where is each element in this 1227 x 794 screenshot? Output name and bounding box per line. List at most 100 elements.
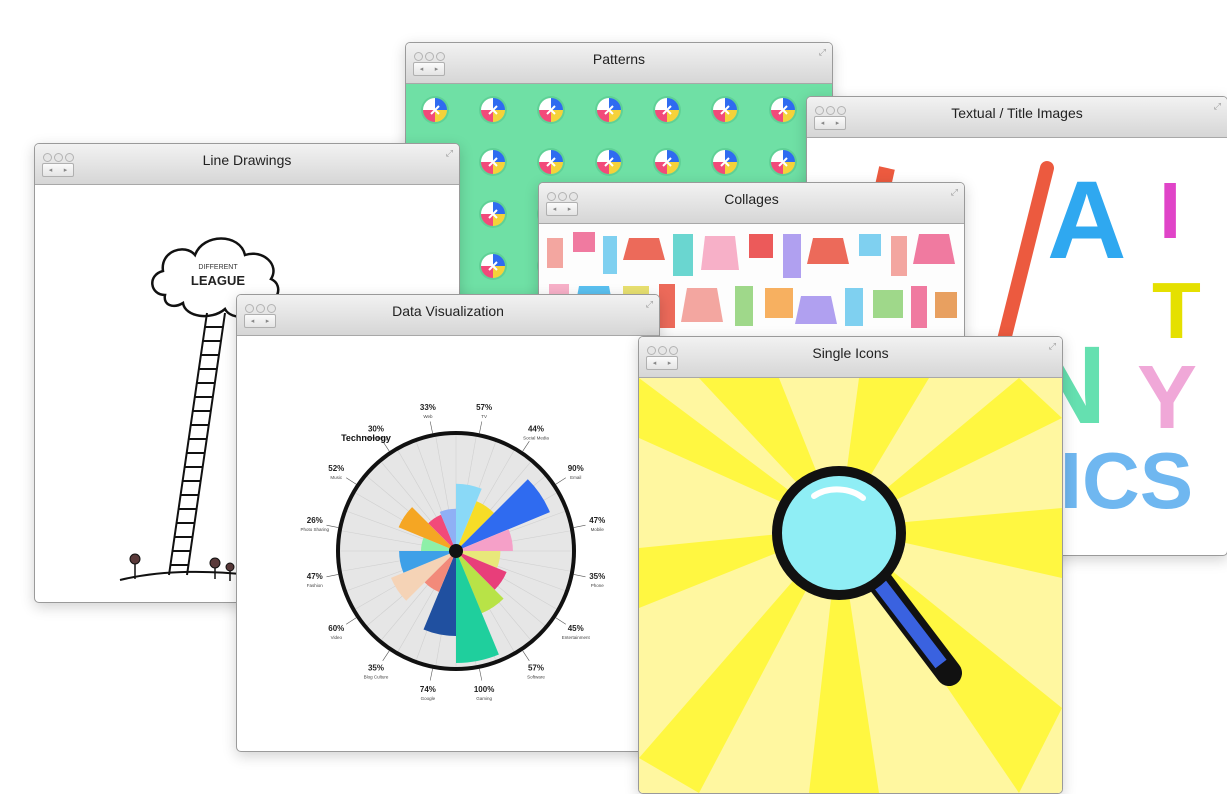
category-label: Advertising — [365, 435, 388, 440]
radial-chart: 57% TV 44% Social Media 90% Email 47% Mobile 35%… — [301, 403, 606, 701]
tick-mark — [479, 668, 483, 681]
minimize-button[interactable] — [425, 52, 434, 61]
back-arrow-icon[interactable]: ◂ — [652, 360, 657, 367]
single-icons-window[interactable]: ◂ ▸ Single Icons ⤢ — [638, 336, 1063, 794]
chart-bar-12 — [399, 551, 456, 573]
percent-label: 47% — [589, 516, 605, 525]
tick-mark — [429, 668, 433, 681]
resize-icon[interactable]: ⤢ — [645, 299, 653, 309]
percent-label: 57% — [528, 664, 544, 673]
close-button[interactable] — [647, 346, 656, 355]
category-label: Web — [423, 414, 433, 419]
percent-label: 26% — [307, 516, 323, 525]
close-button[interactable] — [815, 106, 824, 115]
category-label: Social Media — [523, 435, 549, 440]
zoom-button[interactable] — [436, 52, 445, 61]
category-label: Google — [421, 696, 436, 701]
forward-arrow-icon[interactable]: ▸ — [434, 66, 439, 73]
nav-buttons[interactable]: ◂ ▸ — [244, 314, 276, 328]
forward-arrow-icon[interactable]: ▸ — [567, 206, 572, 213]
percent-label: 52% — [328, 464, 344, 473]
chart-bar-9 — [423, 551, 456, 636]
cloud-small-text: DIFFERENT — [198, 264, 238, 271]
window-controls[interactable] — [547, 188, 580, 206]
window-titlebar[interactable]: ◂ ▸ Line Drawings ⤢ — [35, 144, 459, 185]
minimize-button[interactable] — [658, 346, 667, 355]
resize-icon[interactable]: ⤢ — [1213, 101, 1221, 111]
resize-icon[interactable]: ⤢ — [818, 47, 826, 57]
resize-icon[interactable]: ⤢ — [950, 187, 958, 197]
resize-icon[interactable]: ⤢ — [445, 148, 453, 158]
data-visualization-window[interactable]: ◂ ▸ Data Visualization ⤢ 57% TV 44% Social M… — [236, 294, 660, 752]
close-button[interactable] — [547, 192, 556, 201]
chart-bar-14 — [398, 507, 456, 551]
tick-mark — [326, 524, 339, 528]
tick-mark — [573, 524, 586, 528]
window-titlebar[interactable]: ◂ ▸ Data Visualization ⤢ — [237, 295, 659, 336]
forward-arrow-icon[interactable]: ▸ — [265, 318, 270, 325]
percent-label: 35% — [589, 572, 605, 581]
window-titlebar[interactable]: ◂ ▸ Collages ⤢ — [539, 183, 964, 224]
forward-arrow-icon[interactable]: ▸ — [835, 120, 840, 127]
zoom-button[interactable] — [837, 106, 846, 115]
minimize-button[interactable] — [54, 153, 63, 162]
window-controls[interactable] — [414, 48, 447, 66]
close-button[interactable] — [414, 52, 423, 61]
category-label: Gaming — [476, 696, 492, 701]
minimize-button[interactable] — [256, 304, 265, 313]
window-titlebar[interactable]: ◂ ▸ Single Icons ⤢ — [639, 337, 1062, 378]
window-titlebar[interactable]: ◂ ▸ Patterns ⤢ — [406, 43, 832, 84]
tick-mark — [555, 477, 566, 485]
back-arrow-icon[interactable]: ◂ — [820, 120, 825, 127]
forward-arrow-icon[interactable]: ▸ — [63, 167, 68, 174]
nav-buttons[interactable]: ◂ ▸ — [42, 163, 74, 177]
tick-mark — [522, 650, 530, 661]
close-button[interactable] — [43, 153, 52, 162]
resize-icon[interactable]: ⤢ — [1048, 341, 1056, 351]
collages-window[interactable]: ◂ ▸ Collages ⤢ — [538, 182, 965, 344]
back-arrow-icon[interactable]: ◂ — [250, 318, 255, 325]
percent-label: 60% — [328, 624, 344, 633]
window-controls[interactable] — [43, 149, 76, 167]
window-controls[interactable] — [647, 342, 680, 360]
window-title: Single Icons — [812, 345, 889, 361]
zoom-button[interactable] — [569, 192, 578, 201]
close-button[interactable] — [245, 304, 254, 313]
zoom-button[interactable] — [669, 346, 678, 355]
minimize-button[interactable] — [826, 106, 835, 115]
window-controls[interactable] — [245, 300, 278, 318]
flower-icon — [129, 553, 141, 579]
category-label: Photo Sharing — [301, 527, 330, 532]
minimize-button[interactable] — [558, 192, 567, 201]
tick-mark — [573, 574, 586, 578]
chart-bar-6 — [456, 551, 507, 590]
letter-a: A — [1047, 159, 1126, 282]
flower-icon — [209, 557, 221, 579]
tick-mark — [555, 617, 566, 625]
zoom-button[interactable] — [267, 304, 276, 313]
category-label: Software — [527, 675, 545, 680]
forward-arrow-icon[interactable]: ▸ — [667, 360, 672, 367]
percent-label: 57% — [476, 403, 492, 412]
window-titlebar[interactable]: ◂ ▸ Textual / Title Images ⤢ — [807, 97, 1227, 138]
window-controls[interactable] — [815, 102, 848, 120]
back-arrow-icon[interactable]: ◂ — [419, 66, 424, 73]
window-title: Textual / Title Images — [951, 105, 1083, 121]
letter-t: T — [1152, 266, 1201, 355]
chart-area: 57% TV 44% Social Media 90% Email 47% Mobile 35%… — [237, 336, 659, 751]
percent-label: 30% — [368, 424, 384, 433]
back-arrow-icon[interactable]: ◂ — [552, 206, 557, 213]
back-arrow-icon[interactable]: ◂ — [48, 167, 53, 174]
percent-label: 33% — [420, 403, 436, 412]
tick-mark — [479, 421, 483, 434]
percent-label: 45% — [568, 624, 584, 633]
chart-bar-13 — [420, 537, 456, 551]
nav-buttons[interactable]: ◂ ▸ — [413, 62, 445, 76]
zoom-button[interactable] — [65, 153, 74, 162]
category-label: Email — [570, 475, 581, 480]
nav-buttons[interactable]: ◂ ▸ — [546, 202, 578, 216]
chart-bar-3 — [456, 479, 550, 551]
nav-buttons[interactable]: ◂ ▸ — [814, 116, 846, 130]
nav-buttons[interactable]: ◂ ▸ — [646, 356, 678, 370]
percent-label: 47% — [307, 572, 323, 581]
